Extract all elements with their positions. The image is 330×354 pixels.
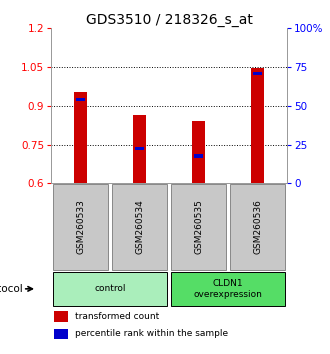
Bar xyxy=(253,72,262,75)
Bar xyxy=(135,147,144,150)
Text: protocol: protocol xyxy=(0,284,23,294)
Bar xyxy=(194,154,203,158)
Text: GSM260534: GSM260534 xyxy=(135,200,144,255)
Text: transformed count: transformed count xyxy=(75,312,159,321)
Title: GDS3510 / 218326_s_at: GDS3510 / 218326_s_at xyxy=(86,13,252,27)
FancyBboxPatch shape xyxy=(230,184,285,270)
Bar xyxy=(53,312,68,321)
Bar xyxy=(192,121,205,183)
FancyBboxPatch shape xyxy=(171,184,226,270)
FancyBboxPatch shape xyxy=(53,184,108,270)
Text: control: control xyxy=(94,284,126,293)
FancyBboxPatch shape xyxy=(53,272,167,306)
Text: GSM260536: GSM260536 xyxy=(253,200,262,255)
Bar xyxy=(133,115,146,183)
Bar xyxy=(76,98,85,101)
Text: percentile rank within the sample: percentile rank within the sample xyxy=(75,330,228,338)
Text: GSM260533: GSM260533 xyxy=(76,200,85,255)
FancyBboxPatch shape xyxy=(171,272,285,306)
Bar xyxy=(74,92,87,183)
Bar xyxy=(53,329,68,339)
FancyBboxPatch shape xyxy=(112,184,167,270)
Text: CLDN1
overexpression: CLDN1 overexpression xyxy=(194,279,263,298)
Bar xyxy=(251,68,264,183)
Text: GSM260535: GSM260535 xyxy=(194,200,203,255)
